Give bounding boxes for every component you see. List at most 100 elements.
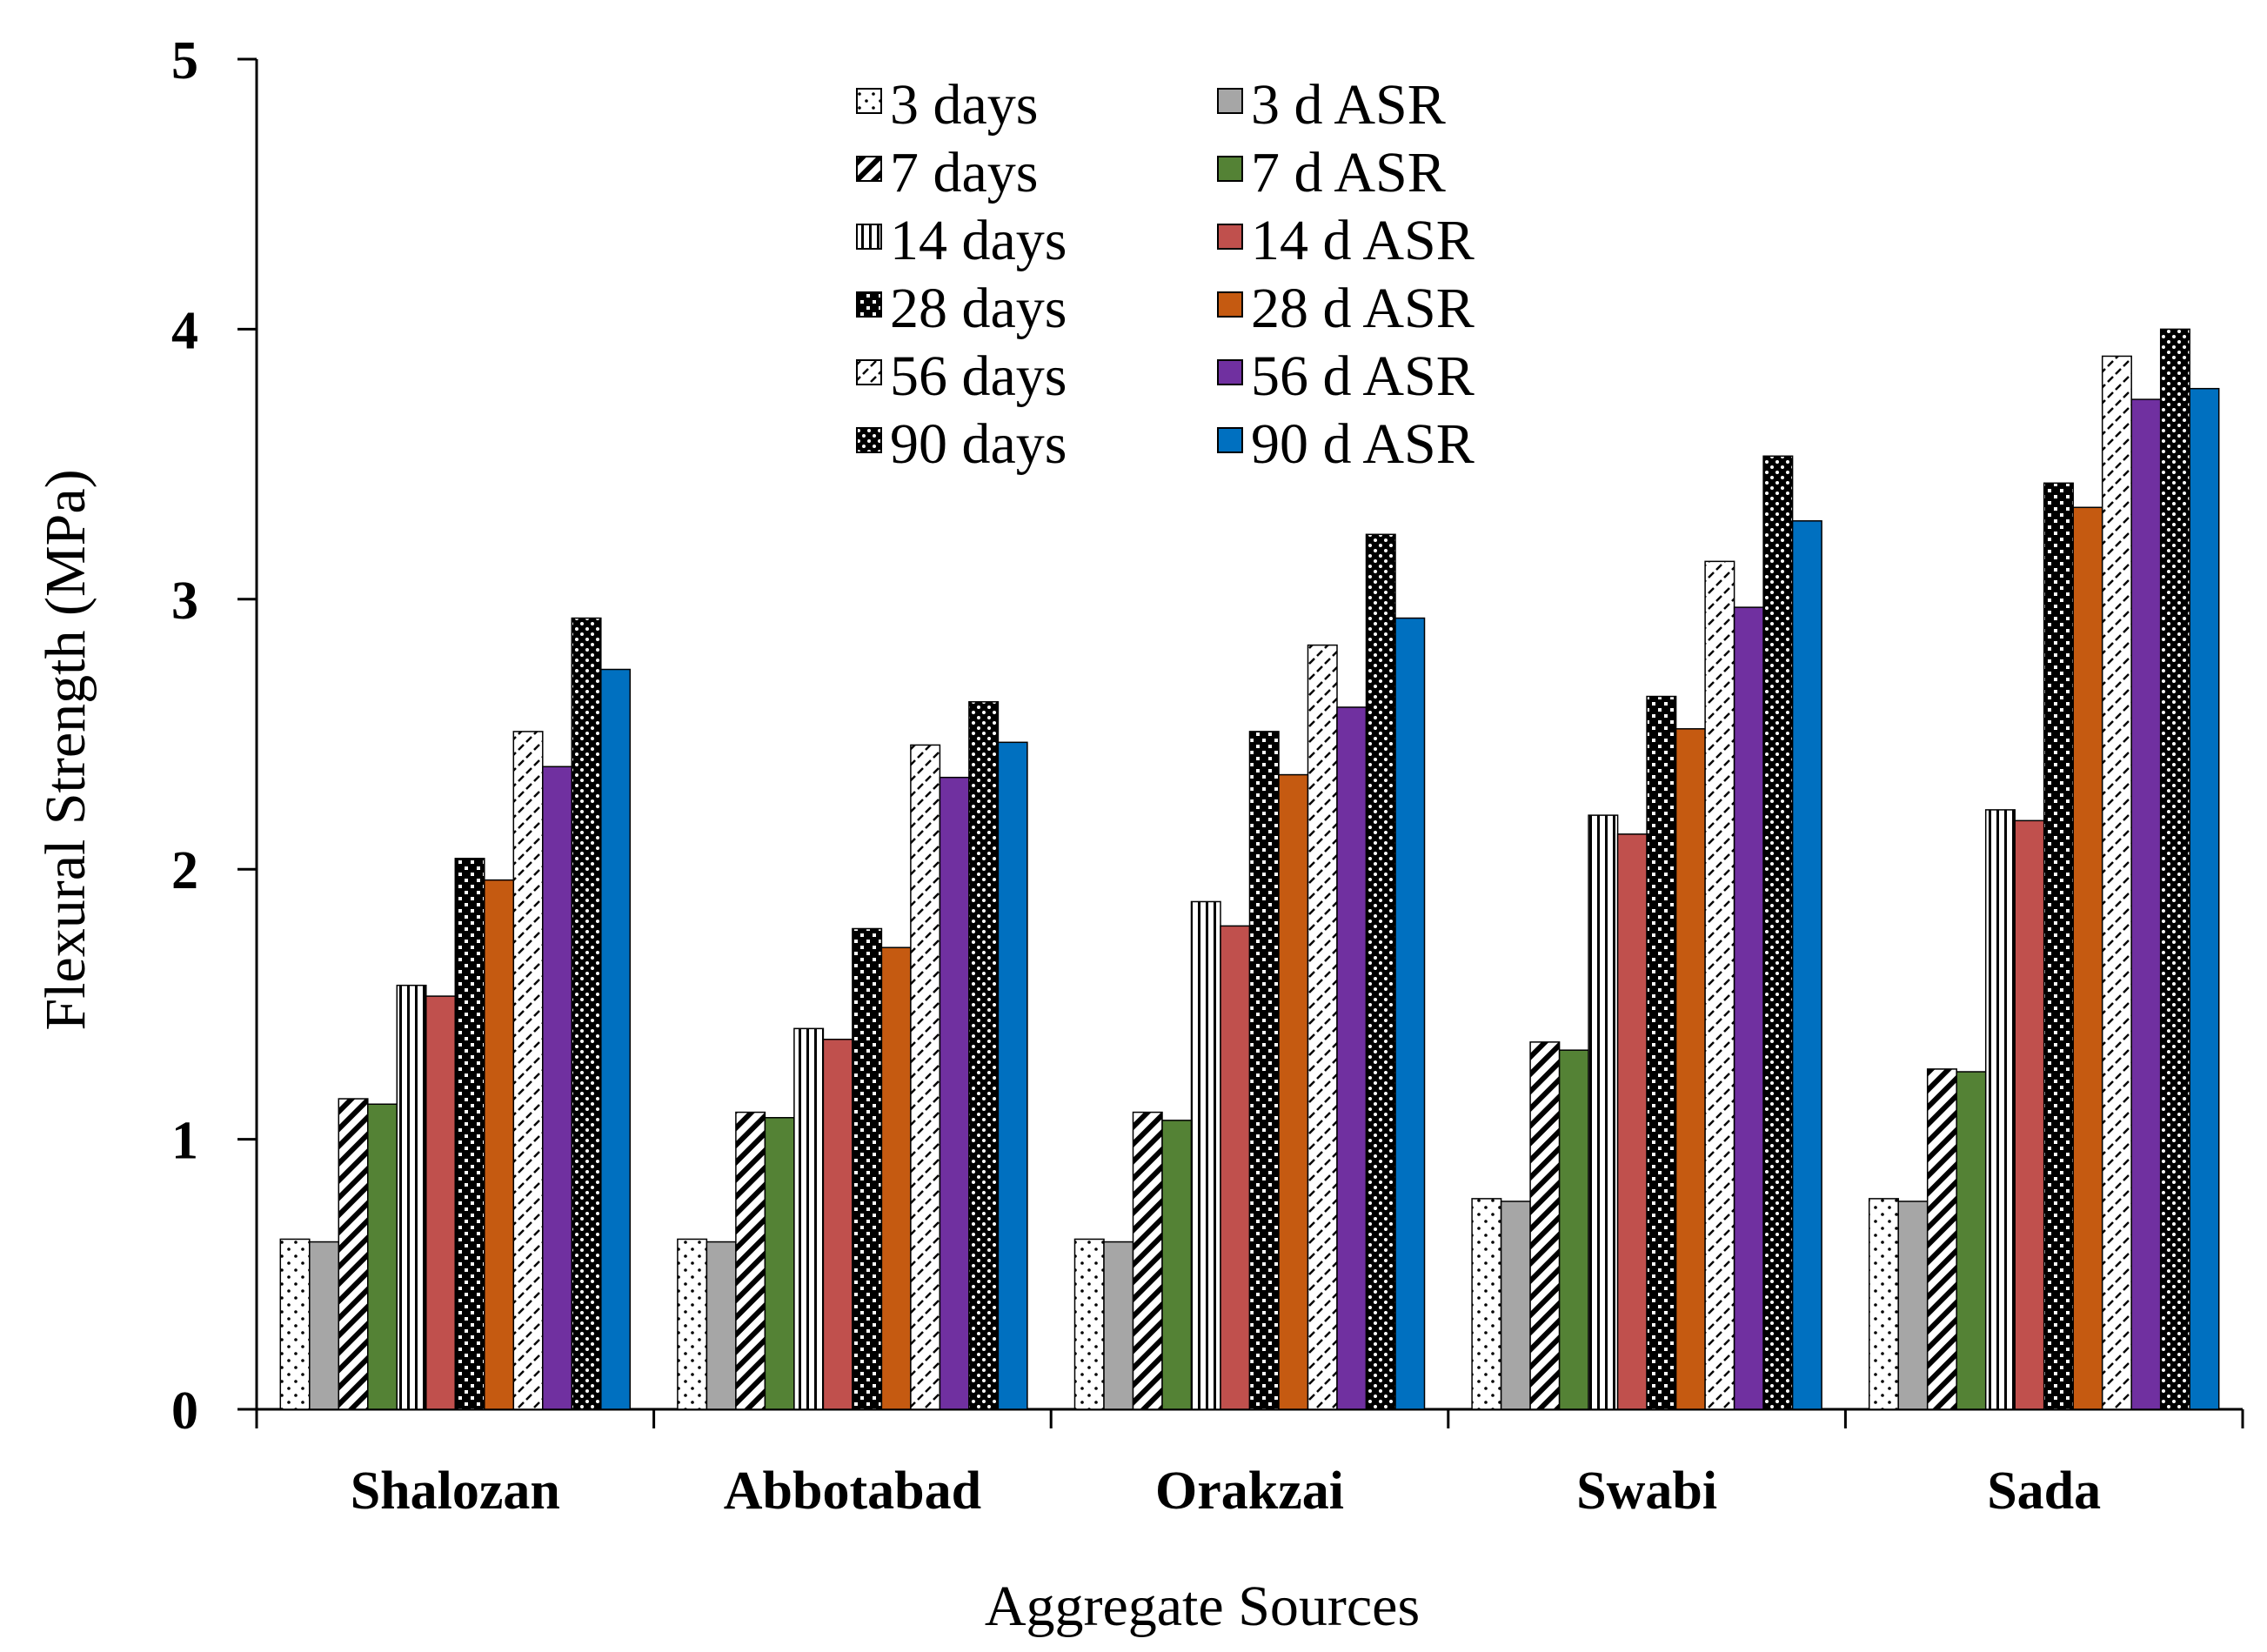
bar-swabi-7-days [1529,1041,1561,1410]
legend-label-3-days: 3 days [890,73,1038,137]
legend-swatch-56-d-asr [1217,359,1243,385]
bar-shalozan-7-days [338,1098,369,1410]
bar-abbotabad-56-d-asr [939,776,970,1410]
bar-sada-28-days [2043,482,2074,1410]
bar-sada-56-days [2101,355,2132,1410]
bar-swabi-14-d-asr [1616,833,1648,1410]
bar-sada-90-days [2159,328,2190,1410]
legend-label-7-d-asr: 7 d ASR [1251,141,1446,204]
bar-shalozan-14-d-asr [425,995,457,1410]
bar-shalozan-3-d-asr [309,1241,340,1410]
bar-sada-3-d-asr [1897,1201,1929,1410]
bar-abbotabad-28-d-asr [880,946,912,1410]
y-tick-label: 1 [171,1112,198,1171]
legend-swatch-3-days [856,88,882,114]
bar-orakzai-90-d-asr [1394,617,1426,1410]
legend-label-90-days: 90 days [890,412,1067,476]
bar-swabi-90-days [1762,455,1794,1410]
bar-abbotabad-14-d-asr [822,1039,853,1410]
x-tick-label-swabi: Swabi [1576,1461,1717,1521]
legend-swatch-28-d-asr [1217,291,1243,318]
bar-abbotabad-3-days [677,1238,708,1410]
bar-swabi-28-d-asr [1675,728,1706,1410]
y-tick-label: 3 [171,572,198,631]
legend-label-56-d-asr: 56 d ASR [1251,344,1475,408]
legend-swatch-90-days [856,427,882,453]
legend-label-56-days: 56 days [890,344,1067,408]
bar-swabi-14-days [1588,814,1619,1410]
bars [279,328,2220,1410]
bar-orakzai-56-days [1307,644,1338,1410]
bar-orakzai-28-d-asr [1278,773,1309,1410]
x-tick-label-sada: Sada [1987,1461,2101,1521]
x-axis-label: Aggregate Sources [985,1575,1420,1638]
bar-shalozan-28-d-asr [484,879,515,1410]
bar-orakzai-7-d-asr [1161,1120,1193,1410]
bar-sada-56-d-asr [2130,398,2162,1410]
x-tick-label-abbotabad: Abbotabad [724,1461,981,1521]
legend-label-14-d-asr: 14 d ASR [1251,209,1475,272]
legend-swatch-28-days [856,291,882,318]
bar-abbotabad-7-days [735,1111,766,1410]
bar-abbotabad-90-d-asr [997,741,1028,1410]
legend-swatch-14-days [856,224,882,250]
bar-swabi-3-d-asr [1500,1201,1531,1410]
bar-shalozan-90-days [571,617,602,1410]
bar-abbotabad-3-d-asr [706,1241,737,1410]
bar-abbotabad-28-days [852,927,883,1410]
legend-swatch-7-days [856,156,882,182]
bar-swabi-56-days [1704,560,1735,1410]
bar-shalozan-3-days [279,1238,311,1410]
bar-sada-14-d-asr [2014,819,2045,1410]
bar-swabi-28-days [1646,695,1677,1410]
legend-label-14-days: 14 days [890,209,1067,272]
axes: 0 1 2 3 4 5 Shalozan Abbotabad Orakzai Swabi Sada [171,31,2244,1521]
bar-sada-14-days [1984,809,2016,1410]
bar-orakzai-28-days [1248,731,1280,1410]
legend-swatch-56-days [856,359,882,385]
y-tick-label: 2 [171,841,198,900]
bar-sada-7-days [1926,1068,1957,1410]
bar-swabi-3-days [1471,1198,1502,1410]
bar-sada-3-days [1868,1198,1899,1410]
bar-orakzai-14-days [1190,900,1221,1410]
bar-shalozan-14-days [396,984,427,1410]
legend: 3 days 3 d ASR 7 days 7 d ASR 14 days 14 d AS… [856,73,1475,476]
x-tick-label-orakzai: Orakzai [1155,1461,1344,1521]
bar-shalozan-7-d-asr [367,1103,398,1410]
bar-abbotabad-7-d-asr [764,1117,795,1410]
legend-label-7-days: 7 days [890,141,1038,204]
bar-sada-7-d-asr [1956,1071,1987,1410]
bar-shalozan-90-d-asr [600,668,632,1410]
y-axis-label: Flexural Strength (MPa) [34,469,97,1030]
bar-abbotabad-90-days [968,701,1000,1410]
bar-orakzai-3-d-asr [1103,1241,1134,1410]
bar-orakzai-14-d-asr [1220,925,1251,1410]
bar-abbotabad-14-days [793,1027,825,1410]
bar-orakzai-3-days [1073,1238,1105,1410]
bar-orakzai-7-days [1132,1111,1163,1410]
legend-label-3-d-asr: 3 d ASR [1251,73,1446,137]
legend-label-90-d-asr: 90 d ASR [1251,412,1475,476]
y-tick-label: 4 [171,301,198,360]
bar-shalozan-28-days [454,858,485,1410]
bar-orakzai-56-d-asr [1336,706,1368,1410]
x-tick-label-shalozan: Shalozan [351,1461,560,1521]
legend-swatch-3-d-asr [1217,88,1243,114]
bar-shalozan-56-d-asr [542,766,573,1410]
bar-swabi-56-d-asr [1733,606,1764,1410]
legend-swatch-14-d-asr [1217,224,1243,250]
y-tick-label: 0 [171,1381,198,1441]
legend-label-28-days: 28 days [890,277,1067,340]
bar-abbotabad-56-days [910,744,941,1410]
y-tick-label: 5 [171,31,198,90]
bar-sada-28-d-asr [2072,506,2103,1410]
legend-label-28-d-asr: 28 d ASR [1251,277,1475,340]
bar-swabi-90-d-asr [1791,520,1822,1410]
legend-swatch-90-d-asr [1217,427,1243,453]
bar-swabi-7-d-asr [1558,1049,1589,1410]
bar-shalozan-56-days [512,731,544,1410]
bar-sada-90-d-asr [2189,387,2220,1410]
bar-orakzai-90-days [1365,533,1396,1410]
